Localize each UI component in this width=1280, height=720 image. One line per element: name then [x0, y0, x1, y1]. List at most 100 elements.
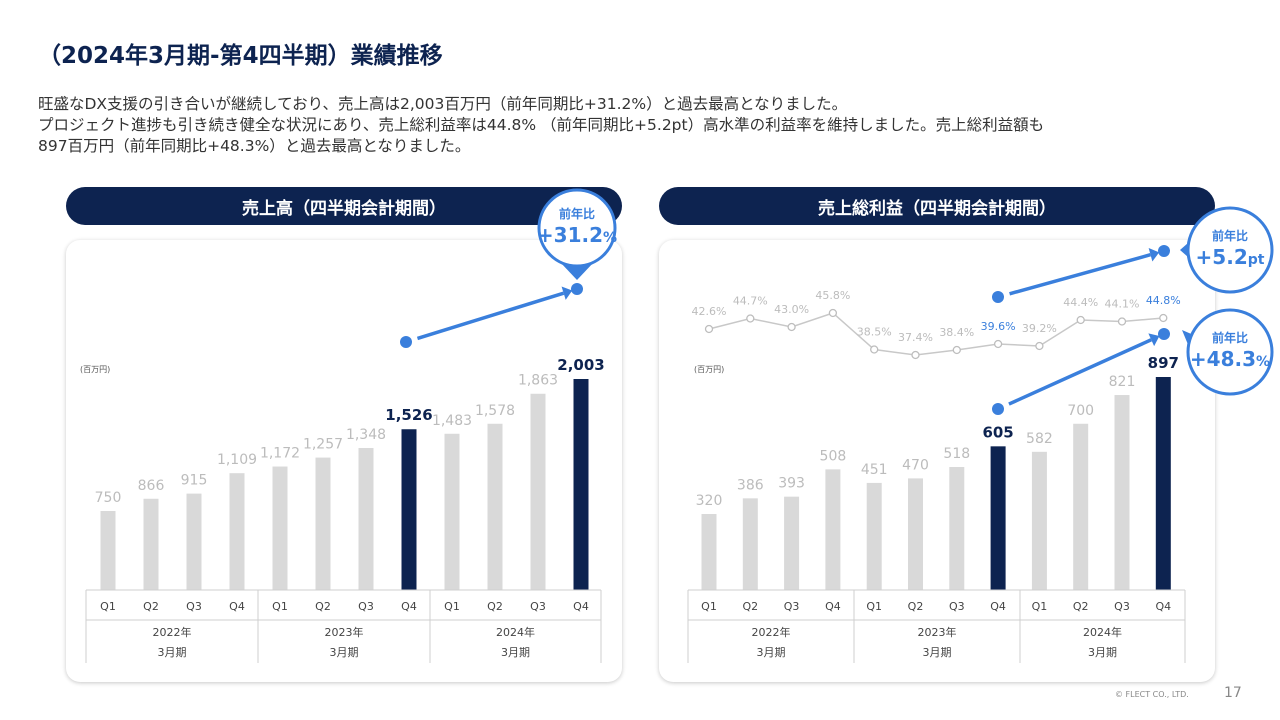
bar-value-label: 1,172	[260, 446, 300, 462]
group-year-label: 2022年	[752, 625, 791, 639]
x-tick-label: Q4	[401, 600, 417, 613]
bar-value-label: 821	[1109, 374, 1136, 390]
bar-value-label: 1,483	[432, 413, 472, 429]
margin-value-label: 44.4%	[1063, 296, 1098, 309]
group-year-label: 2022年	[153, 625, 192, 639]
bar-value-label: 393	[778, 476, 805, 492]
bar-value-label: 518	[943, 446, 970, 462]
x-tick-label: Q1	[866, 600, 882, 613]
bar	[742, 498, 758, 590]
bar-value-label: 1,863	[518, 373, 558, 389]
revenue-arrow-start-dot	[400, 336, 412, 348]
margin-point	[1159, 313, 1168, 323]
margin-value-label: 38.5%	[857, 326, 892, 339]
revenue-arrow-head	[561, 286, 573, 300]
margin-point	[870, 345, 879, 354]
bar	[990, 446, 1006, 590]
x-tick-label: Q2	[1073, 600, 1089, 613]
bar-value-label: 1,526	[385, 406, 432, 424]
revenue-callout-value: +31.2%	[537, 223, 617, 247]
group-period-label: 3月期	[330, 646, 359, 659]
margin-arrow-line	[1009, 253, 1151, 296]
margin-callout-value: +5.2pt	[1196, 245, 1265, 269]
x-tick-label: Q3	[1114, 600, 1130, 613]
x-tick-label: Q1	[100, 600, 116, 613]
margin-line	[708, 312, 1164, 356]
bar	[1031, 451, 1047, 590]
bar-value-label: 451	[861, 462, 888, 478]
bar	[100, 510, 116, 590]
margin-point	[1035, 341, 1044, 351]
x-tick-label: Q1	[272, 600, 288, 613]
profit-callout-circle	[1186, 308, 1274, 396]
bar	[866, 482, 882, 590]
profit-arrow-head	[1148, 333, 1160, 347]
margin-point	[1117, 317, 1127, 326]
x-tick-label: Q4	[990, 600, 1006, 613]
margin-value-label: 44.7%	[733, 295, 768, 308]
unit-label: (百万円)	[80, 365, 110, 374]
bar	[530, 393, 546, 590]
margin-point	[746, 314, 755, 323]
revenue-callout-value-unit: %	[603, 230, 617, 246]
group-period-label: 3月期	[158, 646, 187, 659]
margin-callout-circle	[1186, 206, 1274, 294]
bar	[186, 493, 202, 590]
bar-value-label: 2,003	[557, 356, 604, 374]
bar	[229, 473, 245, 590]
group-period-label: 3月期	[923, 646, 952, 659]
bar	[573, 379, 589, 590]
margin-value-label: 44.8%	[1146, 294, 1181, 307]
bar	[1155, 377, 1171, 590]
profit-callout-label: 前年比	[1212, 330, 1248, 345]
group-period-label: 3月期	[1088, 646, 1117, 659]
margin-callout-value-unit: pt	[1248, 252, 1265, 268]
x-tick-label: Q1	[701, 600, 717, 613]
revenue-chart-panel	[66, 240, 622, 682]
margin-value-label: 42.6%	[692, 305, 727, 318]
x-tick-label: Q3	[530, 600, 546, 613]
revenue-arrow-line	[416, 291, 565, 341]
bar-value-label: 470	[902, 457, 929, 473]
x-tick-label: Q2	[315, 600, 331, 613]
revenue-arrow-end-dot	[571, 283, 583, 295]
group-year-label: 2023年	[918, 625, 957, 639]
group-year-label: 2024年	[496, 625, 535, 639]
margin-value-label: 43.0%	[774, 303, 809, 316]
x-tick-label: Q1	[1032, 600, 1048, 613]
bar	[949, 466, 965, 590]
x-tick-label: Q4	[1155, 600, 1171, 613]
margin-value-label: 38.4%	[939, 326, 974, 339]
x-tick-label: Q4	[825, 600, 841, 613]
bar-value-label: 1,257	[303, 437, 343, 453]
profit-arrow-line	[1008, 338, 1152, 406]
margin-point	[787, 322, 796, 332]
margin-value-label: 44.1%	[1105, 298, 1140, 311]
group-year-label: 2024年	[1083, 625, 1122, 639]
margin-point	[993, 339, 1003, 349]
description-line: プロジェクト進捗も引き続き健全な状況にあり、売上総利益率は44.8% （前年同期…	[38, 116, 1045, 134]
copyright: © FLECT CO., LTD.	[1115, 690, 1189, 699]
bar-value-label: 1,578	[475, 403, 515, 419]
bar	[784, 496, 800, 590]
bar-value-label: 508	[820, 448, 847, 464]
x-tick-label: Q3	[949, 600, 965, 613]
revenue-callout-circle	[537, 188, 617, 268]
x-tick-label: Q4	[573, 600, 589, 613]
profit-arrow-start-dot	[992, 403, 1004, 415]
margin-value-label: 37.4%	[898, 331, 933, 344]
margin-arrow-end-dot	[1158, 245, 1170, 257]
gross-profit-chart: (百万円) 320 386 393 508 451 470 518 605 582 700 821 89…	[687, 206, 1274, 663]
margin-point	[704, 324, 714, 334]
bar-value-label: 320	[696, 493, 723, 509]
bar-value-label: 897	[1148, 354, 1179, 372]
revenue-chart-title: 売上高（四半期会計期間）	[66, 187, 622, 225]
x-tick-label: Q4	[229, 600, 245, 613]
bar-value-label: 700	[1067, 403, 1094, 419]
margin-point	[1076, 315, 1085, 325]
margin-value-label: 39.2%	[1022, 322, 1057, 335]
margin-point	[828, 308, 838, 318]
bar	[315, 457, 331, 590]
bar	[1114, 395, 1130, 590]
